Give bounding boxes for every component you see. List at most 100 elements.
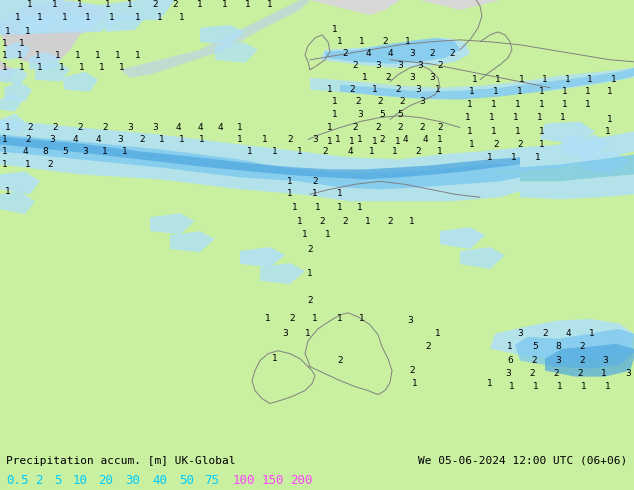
Text: 1: 1 — [359, 37, 365, 47]
Text: 1: 1 — [495, 75, 501, 84]
Text: 1: 1 — [491, 100, 497, 109]
Text: 1: 1 — [5, 123, 11, 132]
Text: 1: 1 — [369, 147, 375, 156]
Text: 2: 2 — [579, 342, 585, 351]
Text: 1: 1 — [35, 51, 41, 60]
Polygon shape — [0, 114, 25, 131]
Text: 1: 1 — [392, 147, 398, 156]
Text: 1: 1 — [75, 51, 81, 60]
Polygon shape — [490, 319, 634, 361]
Text: 2: 2 — [375, 123, 381, 132]
Text: 1: 1 — [199, 135, 205, 144]
Text: 1: 1 — [565, 75, 571, 84]
Text: 1: 1 — [515, 100, 521, 109]
Text: 6: 6 — [507, 356, 513, 365]
Text: 1: 1 — [327, 85, 333, 94]
Text: 2: 2 — [425, 342, 431, 351]
Text: 1: 1 — [115, 51, 121, 60]
Text: 1: 1 — [372, 85, 378, 94]
Text: 1: 1 — [267, 0, 273, 9]
Text: 1: 1 — [337, 203, 343, 212]
Text: 100: 100 — [232, 474, 254, 487]
Polygon shape — [580, 151, 630, 173]
Text: 1: 1 — [109, 13, 115, 23]
Polygon shape — [120, 0, 310, 78]
Polygon shape — [5, 30, 30, 60]
Polygon shape — [0, 137, 520, 179]
Text: 1: 1 — [262, 135, 268, 144]
Polygon shape — [170, 231, 215, 252]
Text: 2: 2 — [437, 61, 443, 70]
Text: 1: 1 — [197, 0, 203, 9]
Polygon shape — [5, 42, 30, 60]
Text: 3: 3 — [312, 135, 318, 144]
Text: 3: 3 — [419, 97, 425, 106]
Text: 2: 2 — [353, 123, 358, 132]
Polygon shape — [0, 94, 22, 112]
Text: 2: 2 — [287, 135, 293, 144]
Text: 2: 2 — [449, 49, 455, 58]
Text: 1: 1 — [287, 177, 293, 186]
Text: 0.5: 0.5 — [6, 474, 29, 487]
Text: 1: 1 — [297, 147, 303, 156]
Text: 2: 2 — [577, 369, 583, 378]
Text: 3: 3 — [555, 356, 561, 365]
Text: 1: 1 — [581, 382, 587, 391]
Text: 2: 2 — [342, 217, 348, 226]
Polygon shape — [260, 263, 305, 284]
Text: 1: 1 — [159, 135, 165, 144]
Text: 1: 1 — [507, 342, 513, 351]
Text: 4: 4 — [197, 123, 203, 132]
Text: 1: 1 — [601, 369, 607, 378]
Text: 1: 1 — [247, 147, 253, 156]
Text: 3: 3 — [375, 61, 381, 70]
Text: 1: 1 — [332, 25, 338, 34]
Text: 1: 1 — [605, 382, 611, 391]
Polygon shape — [20, 18, 55, 35]
Text: 1: 1 — [79, 63, 85, 72]
Text: 2: 2 — [47, 160, 53, 169]
Polygon shape — [0, 120, 634, 181]
Text: 1: 1 — [85, 13, 91, 23]
Text: 150: 150 — [261, 474, 283, 487]
Text: 1: 1 — [307, 270, 313, 278]
Text: 4: 4 — [402, 135, 408, 144]
Text: 3: 3 — [415, 85, 421, 94]
Text: 20: 20 — [98, 474, 113, 487]
Text: 1: 1 — [237, 135, 243, 144]
Text: 1: 1 — [607, 87, 613, 96]
Text: 1: 1 — [513, 113, 519, 122]
Text: 1: 1 — [412, 379, 418, 388]
Text: 4: 4 — [175, 123, 181, 132]
Text: 1: 1 — [465, 113, 471, 122]
Text: 1: 1 — [99, 63, 105, 72]
Text: 1: 1 — [537, 113, 543, 122]
Text: 1: 1 — [515, 127, 521, 136]
Text: 1: 1 — [539, 140, 545, 149]
Text: 2: 2 — [395, 85, 401, 94]
Text: 2: 2 — [542, 329, 548, 338]
Text: 1: 1 — [357, 135, 363, 144]
Polygon shape — [4, 82, 32, 101]
Text: 4: 4 — [95, 135, 101, 144]
Text: 2: 2 — [102, 123, 108, 132]
Text: 1: 1 — [2, 135, 8, 144]
Text: 1: 1 — [315, 203, 321, 212]
Polygon shape — [105, 14, 145, 32]
Text: 1: 1 — [135, 13, 141, 23]
Text: 1: 1 — [489, 113, 495, 122]
Text: 1: 1 — [605, 127, 611, 136]
Text: 2: 2 — [379, 135, 385, 144]
Text: 1: 1 — [25, 160, 31, 169]
Text: 1: 1 — [493, 87, 499, 96]
Polygon shape — [0, 68, 28, 85]
Text: 2: 2 — [397, 123, 403, 132]
Text: 2: 2 — [35, 474, 42, 487]
Text: 1: 1 — [437, 147, 443, 156]
Text: 3: 3 — [417, 61, 423, 70]
Text: 1: 1 — [562, 100, 568, 109]
Text: 4: 4 — [347, 147, 353, 156]
Polygon shape — [560, 135, 610, 157]
Text: 1: 1 — [535, 153, 541, 162]
Text: 2: 2 — [337, 356, 343, 365]
